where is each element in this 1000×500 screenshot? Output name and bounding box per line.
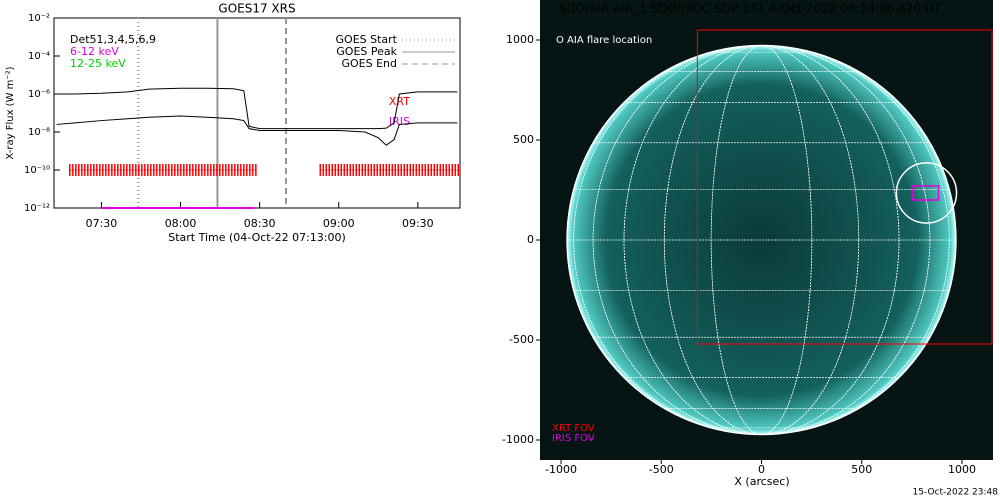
y-axis-label: X-ray Flux (W m⁻²) bbox=[5, 66, 16, 159]
flux-line bbox=[56, 87, 458, 130]
flux-line bbox=[56, 115, 458, 146]
detector-label: 6-12 keV bbox=[70, 45, 119, 58]
x-tick-label: -1000 bbox=[545, 463, 577, 476]
x-tick-label: 08:00 bbox=[165, 217, 197, 230]
y-tick-label: 1000 bbox=[506, 33, 534, 46]
y-tick-label: 10⁻¹² bbox=[24, 203, 50, 214]
x-tick-label: 07:30 bbox=[86, 217, 118, 230]
y-tick-label: 10⁻² bbox=[28, 13, 50, 24]
instrument-label: XRT bbox=[389, 95, 410, 108]
y-tick-label: 10⁻¹⁰ bbox=[24, 165, 50, 176]
plot-frame bbox=[53, 17, 461, 209]
chart-title: GOES17 XRS bbox=[218, 2, 295, 16]
x-tick-label: 0 bbox=[758, 463, 765, 476]
x-axis-label: X (arcsec) bbox=[734, 475, 789, 488]
iris-fov bbox=[911, 185, 940, 201]
legend-label: GOES Peak bbox=[336, 45, 397, 58]
x-tick-label: 08:30 bbox=[244, 217, 276, 230]
x-axis-label: Start Time (04-Oct-22 07:13:00) bbox=[168, 231, 346, 244]
flare-location bbox=[895, 162, 958, 224]
y-tick-label: 10⁻⁸ bbox=[28, 127, 50, 138]
detector-label: 12-25 keV bbox=[70, 57, 126, 70]
x-tick-label: -500 bbox=[649, 463, 674, 476]
y-tick-label: -1000 bbox=[502, 433, 534, 446]
y-tick-label: 0 bbox=[527, 233, 534, 246]
x-tick-label: 09:00 bbox=[323, 217, 355, 230]
detector-label: Det51,3,4,5,6,9 bbox=[70, 33, 156, 46]
sun-limb bbox=[566, 44, 957, 436]
chart-title: SDO/AIA AIA_1 SDO/JSOC-SDP 131 4-Oct-202… bbox=[559, 2, 942, 16]
x-tick-label: 1000 bbox=[948, 463, 976, 476]
y-tick-label: 500 bbox=[513, 133, 534, 146]
xrt-fov bbox=[696, 29, 993, 345]
legend-label: GOES End bbox=[341, 57, 397, 70]
footer: 15-Oct-2022 23:48 bbox=[913, 488, 999, 498]
iris-fov-label: IRIS FOV bbox=[552, 433, 595, 444]
instrument-label: IRIS bbox=[389, 115, 410, 128]
xrt-fov-label: XRT FOV bbox=[552, 423, 595, 434]
legend-label: GOES Start bbox=[336, 33, 398, 46]
y-tick-label: -500 bbox=[509, 333, 534, 346]
flare-label: O AIA flare location bbox=[556, 35, 652, 46]
y-tick-label: 10⁻⁶ bbox=[28, 89, 50, 100]
y-tick-label: 10⁻⁴ bbox=[28, 51, 50, 62]
x-tick-label: 09:30 bbox=[402, 217, 434, 230]
image-group bbox=[540, 0, 993, 460]
x-tick-label: 500 bbox=[851, 463, 872, 476]
